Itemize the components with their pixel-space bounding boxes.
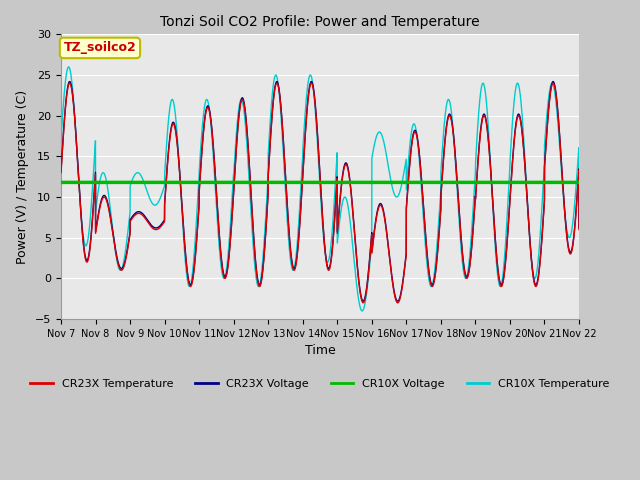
X-axis label: Time: Time (305, 344, 335, 357)
Y-axis label: Power (V) / Temperature (C): Power (V) / Temperature (C) (17, 90, 29, 264)
Text: TZ_soilco2: TZ_soilco2 (63, 41, 136, 54)
Legend: CR23X Temperature, CR23X Voltage, CR10X Voltage, CR10X Temperature: CR23X Temperature, CR23X Voltage, CR10X … (26, 374, 614, 393)
Title: Tonzi Soil CO2 Profile: Power and Temperature: Tonzi Soil CO2 Profile: Power and Temper… (160, 15, 480, 29)
